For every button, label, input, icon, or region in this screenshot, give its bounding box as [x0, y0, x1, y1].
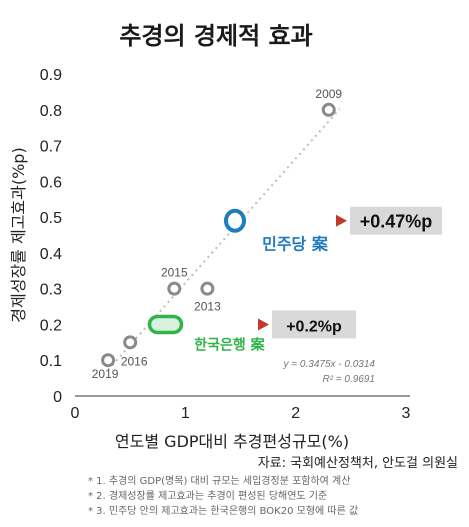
trend-equation: y = 0.3475x - 0.0314	[283, 359, 376, 370]
chart-title: 추경의 경제적 효과	[119, 22, 312, 50]
y-tick-label: 0.4	[40, 246, 62, 263]
y-tick-label: 0.5	[40, 210, 62, 227]
highlight-callouts: +0.47%p 민주당 案 +0.2%p 한국은행 案	[147, 206, 442, 353]
x-axis-label: 연도별 GDP대비 추경편성규모(%)	[115, 432, 349, 451]
point-label: 2013	[194, 300, 221, 314]
point-label: 2009	[315, 87, 342, 101]
x-tick-label: 1	[181, 405, 190, 422]
y-tick-label: 0.7	[40, 139, 62, 156]
y-tick-label: 0.2	[40, 317, 62, 334]
highlight-label: 한국은행 案	[194, 336, 265, 353]
point-label: 2016	[121, 354, 148, 368]
callout-arrow-head	[336, 214, 347, 227]
highlight-marker	[147, 314, 184, 335]
source-text: 자료: 국회예산정책처, 안도걸 의원실	[258, 456, 458, 471]
callout-value: +0.2%p	[286, 318, 342, 335]
x-tick-label: 0	[71, 405, 80, 422]
y-tick-label: 0.6	[40, 174, 62, 191]
y-tick-label: 0.9	[40, 67, 62, 84]
x-tick-label: 3	[402, 405, 411, 422]
data-point	[101, 353, 116, 368]
data-point	[123, 335, 138, 350]
trendline	[107, 108, 341, 371]
data-point	[321, 102, 336, 117]
y-axis-label: 경제성장률 제고효과(%p)	[9, 147, 28, 322]
highlight-marker	[223, 208, 246, 233]
footnotes: * 1. 추경의 GDP(명목) 대비 규모는 세입경정분 포함하여 계산 * 2…	[88, 474, 358, 517]
callout-value: +0.47%p	[360, 212, 433, 232]
footnote-line: * 3. 민주당 안의 제고효과는 한국은행의 BOK20 모형에 따른 값	[88, 505, 358, 517]
data-point	[200, 281, 215, 296]
callout-box	[272, 310, 356, 339]
point-label: 2015	[161, 266, 188, 280]
y-tick-label: 0	[53, 389, 62, 406]
trend-r2: R² = 0.9691	[322, 374, 375, 385]
callout-arrow-head	[258, 318, 269, 331]
x-axis-ticks: 0 1 2 3	[71, 405, 411, 422]
point-label: 2019	[92, 367, 119, 381]
callout-box	[350, 206, 442, 235]
y-tick-label: 0.1	[40, 353, 62, 370]
footnote-line: * 1. 추경의 GDP(명목) 대비 규모는 세입경정분 포함하여 계산	[88, 474, 350, 487]
y-tick-label: 0.3	[40, 282, 62, 299]
y-axis-ticks: 0 0.1 0.2 0.3 0.4 0.5 0.6 0.7 0.8 0.9	[40, 67, 62, 406]
footnote-line: * 2. 경제성장률 제고효과는 추경이 편성된 당해연도 기준	[88, 489, 327, 502]
highlight-label: 민주당 案	[262, 235, 329, 254]
y-tick-label: 0.8	[40, 103, 62, 120]
data-point	[167, 281, 182, 296]
x-tick-label: 2	[291, 405, 300, 422]
